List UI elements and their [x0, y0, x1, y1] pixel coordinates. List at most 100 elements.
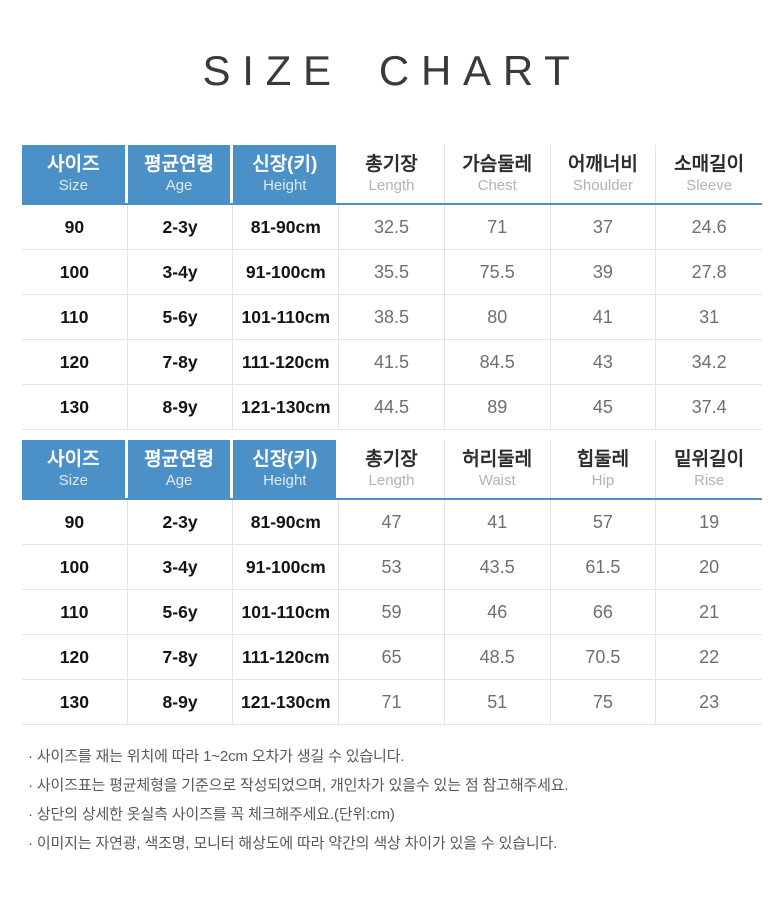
column-header-english-label: Chest [477, 176, 517, 194]
column-header-english-label: Rise [694, 471, 725, 489]
measurement-cell: 46 [445, 590, 551, 634]
measurement-cell: 75.5 [445, 250, 551, 294]
column-header-english-label: Age [165, 176, 193, 194]
measurement-cell: 81-90cm [233, 205, 340, 249]
measurement-cell: 37.4 [691, 396, 727, 417]
measurement-cell: 2-3y [128, 205, 234, 249]
measurement-cell: 7-8y [128, 340, 234, 384]
size-cell: 120 [22, 340, 128, 384]
column-header-korean-label: 총기장 [365, 448, 418, 470]
measurement-cell: 24.6 [691, 216, 727, 237]
size-cell: 110 [22, 590, 128, 634]
measurement-cell: 61.5 [551, 545, 657, 589]
column-header-length: 총기장 Length [339, 440, 445, 498]
column-header-age: 평균연령 Age [127, 440, 234, 498]
table-body: 90 2-3y 81-90cm 32.5 71 37 24.6 100 3-4y 91-100cm… [22, 205, 762, 430]
measurement-cell: 75 [551, 680, 657, 724]
measurement-cell: 91-100cm [233, 250, 340, 294]
measurement-cell: 31 [699, 306, 720, 327]
column-header-age: 평균연령 Age [127, 145, 234, 203]
column-header-korean-label: 사이즈 [47, 153, 100, 175]
column-header-height: 신장(키) Height [233, 440, 340, 498]
measurement-cell: 70.5 [551, 635, 657, 679]
column-header-korean-label: 허리둘레 [462, 448, 533, 470]
measurement-cell: 89 [445, 385, 551, 429]
column-header-english-label: Sleeve [686, 176, 733, 194]
measurement-cell: 41 [445, 500, 551, 544]
measurement-cell: 32.5 [339, 205, 445, 249]
measurement-cell: 51 [445, 680, 551, 724]
measurement-cell: 2-3y [128, 500, 234, 544]
header-row: 사이즈 Size 평균연령 Age 신장(키) Height 총기장 Length 가슴둘레 Ch… [22, 145, 762, 205]
measurement-cell: 20 [699, 556, 720, 577]
column-header-korean-label: 밑위길이 [674, 448, 745, 470]
note-line: · 사이즈를 재는 위치에 따라 1~2cm 오차가 생길 수 있습니다. [28, 748, 405, 765]
measurement-cell: 3-4y [128, 250, 234, 294]
measurement-cell: 66 [551, 590, 657, 634]
column-header-korean-label: 신장(키) [252, 153, 318, 175]
size-cell: 120 [22, 635, 128, 679]
table-row: 90 2-3y 81-90cm 47 41 57 19 [22, 500, 762, 545]
measurement-cell: 27.8 [691, 261, 727, 282]
size-cell: 90 [22, 500, 128, 544]
column-header-rise: 밑위길이 Rise [656, 440, 762, 498]
measurement-cell: 8-9y [128, 680, 234, 724]
note-line: · 이미지는 자연광, 색조명, 모니터 해상도에 따라 약간의 색상 차이가 … [28, 835, 558, 852]
measurement-cell: 35.5 [339, 250, 445, 294]
measurement-cell: 7-8y [128, 635, 234, 679]
notes-list: · 사이즈를 재는 위치에 따라 1~2cm 오차가 생길 수 있습니다. · 사… [28, 742, 784, 858]
column-header-english-label: Shoulder [572, 176, 633, 194]
measurement-cell: 41 [551, 295, 657, 339]
measurement-cell: 23 [699, 691, 720, 712]
column-header-height: 신장(키) Height [233, 145, 340, 203]
column-header-english-label: Length [368, 176, 415, 194]
measurement-cell: 71 [339, 680, 445, 724]
measurement-cell: 57 [551, 500, 657, 544]
column-header-english-label: Hip [591, 471, 615, 489]
measurement-cell: 111-120cm [233, 635, 340, 679]
measurement-cell: 34.2 [691, 351, 727, 372]
measurement-cell: 37 [551, 205, 657, 249]
measurement-cell: 8-9y [128, 385, 234, 429]
size-cell: 100 [22, 545, 128, 589]
measurement-cell: 44.5 [339, 385, 445, 429]
column-header-english-label: Height [263, 176, 307, 194]
measurement-cell: 53 [339, 545, 445, 589]
note-line: · 상단의 상세한 옷실측 사이즈를 꼭 체크해주세요.(단위:cm) [28, 806, 395, 823]
measurement-cell: 45 [551, 385, 657, 429]
column-header-english-label: Age [165, 471, 193, 489]
size-table-bottom-garment: 사이즈 Size 평균연령 Age 신장(키) Height 총기장 Length 허리둘레 Wa… [22, 440, 762, 725]
measurement-cell: 71 [445, 205, 551, 249]
measurement-cell: 59 [339, 590, 445, 634]
measurement-cell: 81-90cm [233, 500, 340, 544]
table-row: 130 8-9y 121-130cm 71 51 75 23 [22, 680, 762, 725]
size-cell: 130 [22, 680, 128, 724]
measurement-cell: 5-6y [128, 590, 234, 634]
measurement-cell: 19 [699, 511, 720, 532]
measurement-cell: 21 [699, 601, 720, 622]
measurement-cell: 84.5 [445, 340, 551, 384]
column-header-korean-label: 어깨너비 [567, 153, 638, 175]
table-row: 130 8-9y 121-130cm 44.5 89 45 37.4 [22, 385, 762, 430]
column-header-korean-label: 신장(키) [252, 448, 318, 470]
column-header-korean-label: 소매길이 [674, 153, 745, 175]
table-row: 90 2-3y 81-90cm 32.5 71 37 24.6 [22, 205, 762, 250]
column-header-korean-label: 가슴둘레 [462, 153, 533, 175]
measurement-cell: 38.5 [339, 295, 445, 339]
column-header-english-label: Size [58, 471, 88, 489]
table-row: 110 5-6y 101-110cm 59 46 66 21 [22, 590, 762, 635]
measurement-cell: 101-110cm [233, 295, 340, 339]
column-header-korean-label: 평균연령 [144, 153, 215, 175]
measurement-cell: 39 [551, 250, 657, 294]
column-header-size: 사이즈 Size [22, 440, 128, 498]
column-header-size: 사이즈 Size [22, 145, 128, 203]
column-header-hip: 힙둘레 Hip [550, 440, 657, 498]
size-table-top-garment: 사이즈 Size 평균연령 Age 신장(키) Height 총기장 Length 가슴둘레 Ch… [22, 145, 762, 430]
size-cell: 130 [22, 385, 128, 429]
page-title: SIZE CHART [202, 47, 582, 94]
measurement-cell: 121-130cm [233, 680, 340, 724]
measurement-cell: 3-4y [128, 545, 234, 589]
table-row: 100 3-4y 91-100cm 53 43.5 61.5 20 [22, 545, 762, 590]
measurement-cell: 65 [339, 635, 445, 679]
measurement-cell: 48.5 [445, 635, 551, 679]
